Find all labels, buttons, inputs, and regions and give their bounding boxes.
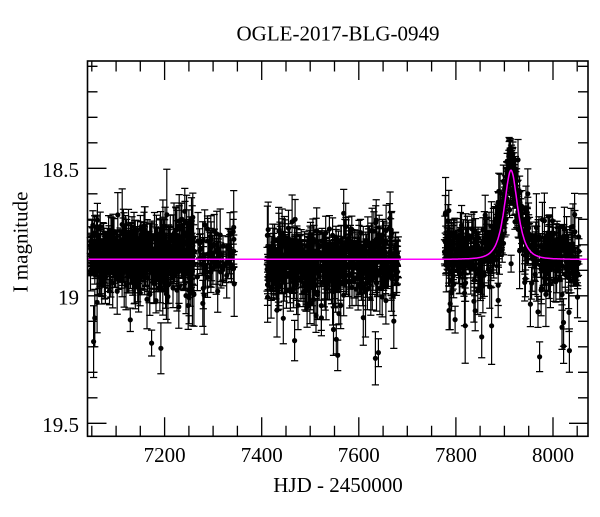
svg-text:7200: 7200 (144, 443, 186, 467)
svg-text:8000: 8000 (532, 443, 574, 467)
svg-text:HJD - 2450000: HJD - 2450000 (273, 473, 403, 497)
svg-text:I magnitude: I magnitude (9, 192, 33, 293)
svg-text:7800: 7800 (435, 443, 477, 467)
svg-text:18.5: 18.5 (42, 158, 79, 182)
svg-text:7600: 7600 (338, 443, 380, 467)
svg-text:19: 19 (58, 285, 79, 309)
svg-text:19.5: 19.5 (42, 413, 79, 437)
svg-text:7400: 7400 (241, 443, 283, 467)
svg-text:OGLE-2017-BLG-0949: OGLE-2017-BLG-0949 (237, 22, 440, 46)
